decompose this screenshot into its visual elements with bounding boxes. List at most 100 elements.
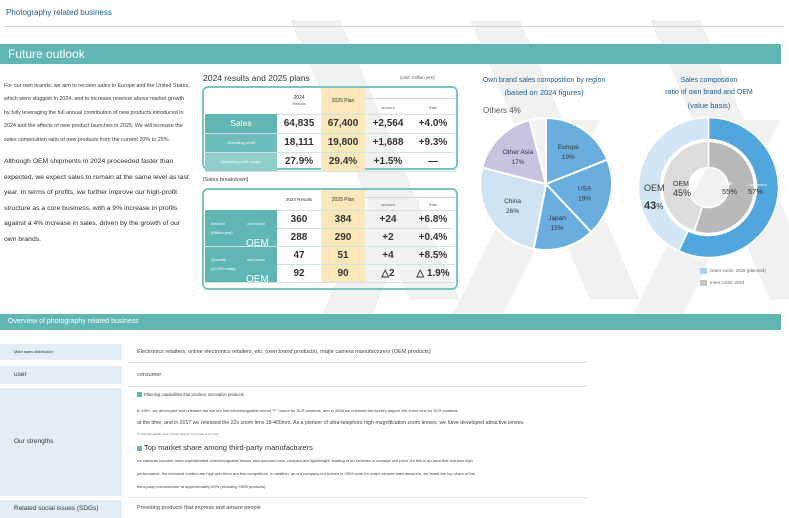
sublabel-oem-1: OEM [246, 238, 269, 249]
cell: 51 [321, 246, 365, 265]
strength-line-4: performance, the technical hurdles are h… [137, 471, 475, 476]
cell: 290 [321, 228, 365, 247]
region-pie-subtitle: (based on 2024 figures) [504, 88, 584, 97]
results-col-amount: amount [365, 88, 411, 115]
breadcrumb: Photography related business [6, 8, 112, 17]
cell: +4 [365, 246, 411, 265]
cell: 90 [321, 264, 365, 283]
region-pie-chart: Europe 19% USA 19% Japan 15% China 26% Other Asi… [479, 116, 613, 251]
region-others-label: Others 4% [483, 106, 521, 115]
cell: — [411, 152, 455, 172]
cell: 67,400 [321, 114, 365, 134]
results-col-2025: 2025 Plan [321, 88, 365, 115]
outer-oem-label: OEM 43% [644, 183, 665, 212]
pie-slice-europe [545, 116, 609, 186]
strength-note: ※ Interchangeable lens with the largest … [137, 432, 219, 436]
row-label-strengths: Our strengths [0, 388, 122, 496]
cell: 18,111 [277, 133, 321, 153]
cell: 288 [277, 228, 321, 247]
strength-heading-2: Top market share among third-party manuf… [137, 443, 313, 452]
breakdown-col-amount: amount [365, 190, 411, 211]
strength-line-1: In 1957, we developed and released the w… [137, 408, 458, 413]
user-text: consumer [137, 372, 162, 378]
breakdown-table: 2024 Results 2025 Plan amount Rate Amoun… [205, 190, 455, 283]
sublabel-oem-2: OEM [246, 274, 269, 285]
breakdown-col-2024: 2024 Results [277, 190, 321, 211]
inner-own-label: Own 55% [722, 181, 738, 196]
pie-label-name: China [504, 198, 521, 205]
cell: +1,688 [365, 133, 411, 153]
cell: 360 [277, 210, 321, 229]
section-title-bar: Future outlook [0, 44, 781, 64]
outer-own-segment [677, 116, 780, 259]
row-label-sdgs: Related social issues (SDGs) [0, 500, 122, 518]
pie-slice-others [528, 116, 547, 185]
legend-inner: Inner circle: 2024 [700, 280, 745, 286]
breakdown-table-frame [202, 188, 458, 290]
cell: +1.5% [365, 152, 411, 172]
inner-own-segment [693, 140, 756, 235]
group-quantity: Quantity (10,000 units) [205, 246, 277, 283]
outlook-text: For our own brands, we aim to recover sa… [4, 80, 190, 248]
pie-label-value: 19% [562, 154, 575, 161]
row-label-user: user [0, 366, 122, 384]
cell: +8.5% [411, 246, 455, 265]
row-divider [128, 362, 588, 363]
outlook-paragraph-1: For our own brands, we aim to recover sa… [4, 83, 190, 143]
strength-line-5: third-party manufacturer at approximatel… [137, 484, 267, 489]
cell: 92 [277, 264, 321, 283]
breakdown-col-2025: 2025 Plan [321, 190, 365, 211]
outer-own-label: Own brand 57% [748, 183, 767, 196]
pie-slice-other-asia [480, 118, 548, 186]
cell: △2 [365, 264, 411, 283]
results-col-2024: 2024 Results [277, 88, 321, 115]
cell: 27.9% [277, 152, 321, 172]
group-amount: Amount (Million yen) [205, 210, 277, 247]
pie-label-value: 19% [578, 196, 591, 203]
cell: +6.8% [411, 210, 455, 229]
pie-label-name: Japan [548, 215, 566, 222]
divider [4, 26, 784, 27]
cell: +4.0% [411, 114, 455, 134]
pie-label-name: Europe [558, 144, 579, 151]
strength-line-2: at the time, and in 2017 we released the… [137, 420, 525, 426]
row-label-margin: Operating profit margin [205, 152, 277, 172]
row-divider [128, 386, 588, 387]
pie-label-name: USA [578, 186, 592, 193]
results-table-title: 2024 results and 2025 plans [203, 73, 310, 83]
outer-oem-segment [637, 116, 710, 252]
inner-oem-segment [661, 140, 710, 233]
region-pie-title: Own brand sales composition by region [482, 77, 606, 84]
breakdown-col-rate: Rate [411, 190, 455, 211]
pie-slice-japan [532, 181, 593, 251]
cell: 384 [321, 210, 365, 229]
cell: △ 1.9% [411, 264, 455, 283]
pie-slice-usa [544, 158, 613, 234]
row-divider [128, 497, 588, 498]
cell: +9.3% [411, 133, 455, 153]
cell: 19,800 [321, 133, 365, 153]
sdgs-text: Providing products that impress and amaz… [137, 505, 261, 511]
composition-subtitle2: (value basis) [687, 101, 731, 110]
pie-slice-china [479, 166, 548, 251]
breakdown-title: [Sales breakdown] [203, 177, 249, 183]
strength-line-3: As cameras become more sophisticated, in… [137, 458, 473, 463]
results-col-rate: Rate [411, 88, 455, 115]
legend-outer: Outer circle: 2025 (planned) [700, 268, 766, 274]
cell: 64,835 [277, 114, 321, 134]
row-label-distribution: Main sales distribution [0, 344, 122, 360]
inner-oem-label: OEM 45% [673, 181, 692, 198]
cell: 29.4% [321, 152, 365, 172]
cell: +24 [365, 210, 411, 229]
pie-label-value: 17% [511, 159, 524, 166]
row-label-operating-profit: Operating profit [205, 133, 277, 153]
composition-subtitle: ratio of own brand and OEM [665, 89, 753, 96]
cell: 47 [277, 246, 321, 265]
cell: +2,564 [365, 114, 411, 134]
pie-label-value: 15% [551, 225, 564, 232]
outlook-paragraph-2: Although OEM shipments in 2024 proceeded… [4, 158, 189, 243]
pie-label-name: Other Asia [503, 149, 534, 156]
row-label-sales: Sales [205, 114, 277, 134]
composition-donut-chart [637, 116, 780, 259]
cell: +2 [365, 228, 411, 247]
